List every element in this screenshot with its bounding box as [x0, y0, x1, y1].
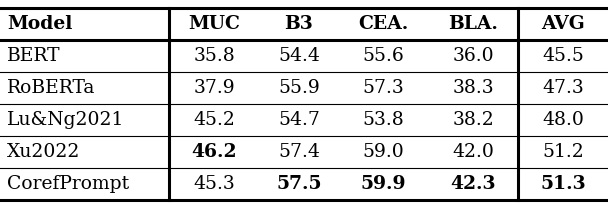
Text: 45.5: 45.5	[542, 47, 584, 65]
Text: Model: Model	[7, 15, 73, 33]
Text: 42.0: 42.0	[452, 143, 494, 161]
Text: BLA.: BLA.	[449, 15, 499, 33]
Text: 48.0: 48.0	[542, 111, 584, 129]
Text: 59.9: 59.9	[361, 175, 407, 193]
Text: 57.4: 57.4	[278, 143, 320, 161]
Text: 35.8: 35.8	[193, 47, 235, 65]
Text: AVG: AVG	[541, 15, 585, 33]
Text: Lu&Ng2021: Lu&Ng2021	[7, 111, 125, 129]
Text: 55.6: 55.6	[363, 47, 404, 65]
Text: 46.2: 46.2	[192, 143, 237, 161]
Text: 55.9: 55.9	[278, 79, 320, 97]
Text: 59.0: 59.0	[363, 143, 404, 161]
Text: 45.2: 45.2	[193, 111, 235, 129]
Text: 53.8: 53.8	[363, 111, 404, 129]
Text: 42.3: 42.3	[451, 175, 496, 193]
Text: 51.3: 51.3	[541, 175, 586, 193]
Text: 57.3: 57.3	[363, 79, 404, 97]
Text: MUC: MUC	[188, 15, 240, 33]
Text: CorefPrompt: CorefPrompt	[7, 175, 130, 193]
Text: B3: B3	[285, 15, 314, 33]
Text: BERT: BERT	[7, 47, 61, 65]
Text: 54.7: 54.7	[278, 111, 320, 129]
Text: 47.3: 47.3	[542, 79, 584, 97]
Text: 45.3: 45.3	[193, 175, 235, 193]
Text: 38.3: 38.3	[452, 79, 494, 97]
Text: Xu2022: Xu2022	[7, 143, 81, 161]
Text: 37.9: 37.9	[193, 79, 235, 97]
Text: CEA.: CEA.	[359, 15, 409, 33]
Text: 57.5: 57.5	[276, 175, 322, 193]
Text: 54.4: 54.4	[278, 47, 320, 65]
Text: RoBERTa: RoBERTa	[7, 79, 95, 97]
Text: 36.0: 36.0	[452, 47, 494, 65]
Text: 51.2: 51.2	[542, 143, 584, 161]
Text: 38.2: 38.2	[452, 111, 494, 129]
